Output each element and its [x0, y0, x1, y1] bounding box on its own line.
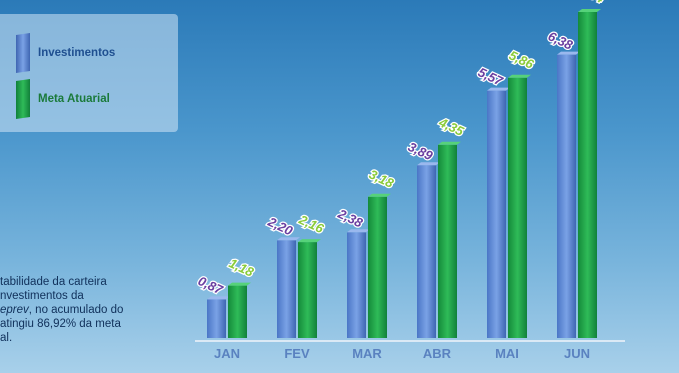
note-emph: eprev [0, 304, 29, 316]
bar-top-meta-atuarial-jun [578, 9, 601, 12]
bar-top-investimentos-abr [417, 162, 440, 166]
value-label-meta-atuarial-jun: 7,34 [577, 0, 607, 6]
x-tick-mai: MAI [495, 346, 519, 361]
bar-investimentos-fev [277, 240, 296, 338]
value-label-meta-atuarial-mar: 3,18 [367, 167, 397, 192]
legend-label-investimentos: Investimentos [38, 47, 116, 59]
bar-meta-atuarial-jan [228, 285, 247, 338]
value-label-meta-atuarial-fev: 2,16 [296, 211, 327, 236]
bar-meta-atuarial-fev [298, 242, 317, 338]
legend: Investimentos Meta Atuarial [0, 14, 178, 132]
bar-top-meta-atuarial-jan [228, 282, 251, 286]
x-tick-jun: JUN [564, 346, 590, 361]
bar-investimentos-mar [347, 232, 366, 338]
legend-swatch-investimentos [16, 33, 30, 73]
bar-meta-atuarial-jun [578, 12, 597, 338]
legend-item-meta: Meta Atuarial [16, 79, 110, 119]
legend-swatch-meta [16, 79, 30, 119]
legend-item-investimentos: Investimentos [16, 33, 116, 73]
value-label-investimentos-mai: 5,57 [476, 64, 506, 89]
value-label-investimentos-mar: 2,38 [335, 206, 366, 231]
x-tick-abr: ABR [423, 346, 452, 361]
bar-top-investimentos-mar [347, 229, 370, 233]
bar-meta-atuarial-abr [438, 144, 457, 338]
bar-top-investimentos-fev [277, 237, 300, 241]
bar-meta-atuarial-mar [368, 196, 387, 338]
bar-top-meta-atuarial-mai [508, 74, 531, 78]
value-label-meta-atuarial-mai: 5,86 [507, 48, 537, 73]
value-label-investimentos-jun: 6,38 [546, 28, 576, 53]
bar-meta-atuarial-mai [508, 77, 527, 338]
value-label-meta-atuarial-abr: 4,35 [436, 114, 467, 139]
x-tick-jan: JAN [214, 346, 240, 361]
bar-top-meta-atuarial-abr [438, 141, 461, 145]
bar-top-investimentos-jun [557, 51, 580, 55]
note-line-2: nvestimentos da [0, 290, 84, 302]
bar-investimentos-jan [207, 299, 226, 338]
note-line-5: al. [0, 332, 13, 344]
note-line-3-rest: , no acumulado do [28, 304, 124, 316]
note-text: tabilidade da carteira nvestimentos da e… [0, 275, 180, 345]
value-label-investimentos-fev: 2,20 [265, 214, 296, 239]
bar-top-meta-atuarial-mar [368, 193, 391, 197]
value-label-meta-atuarial-jan: 1,18 [227, 255, 257, 280]
note-line-4: atingiu 86,92% da meta [0, 318, 121, 330]
value-label-investimentos-jan: 0,87 [196, 273, 226, 298]
note-line-3: eprev, no acumulado do [0, 303, 180, 317]
bar-top-investimentos-jan [207, 296, 230, 300]
bar-investimentos-abr [417, 165, 436, 338]
value-label-investimentos-abr: 3,89 [406, 139, 436, 164]
bar-investimentos-mai [487, 90, 506, 339]
legend-label-meta: Meta Atuarial [38, 93, 110, 105]
note-line-1: tabilidade da carteira [0, 276, 107, 288]
bar-top-meta-atuarial-fev [298, 239, 321, 243]
x-tick-mar: MAR [352, 346, 382, 361]
bar-investimentos-jun [557, 54, 576, 338]
x-tick-fev: FEV [284, 346, 310, 361]
bar-top-investimentos-mai [487, 87, 510, 91]
